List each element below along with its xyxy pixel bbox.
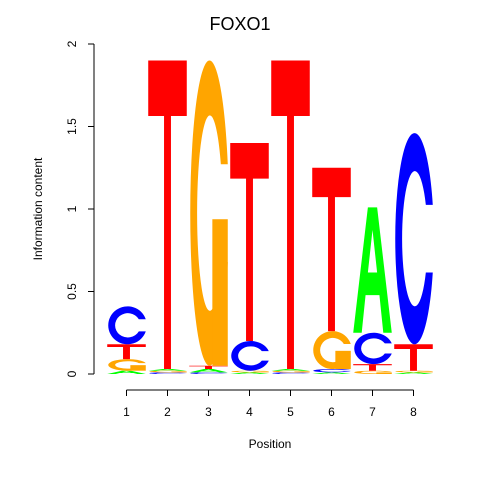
letter-A-pos-2 <box>148 369 187 371</box>
letter-C-pos-5 <box>272 372 310 374</box>
x-tick-label: 1 <box>123 405 130 419</box>
letter-G-pos-2 <box>149 370 187 373</box>
letter-T-pos-1 <box>107 344 146 360</box>
letter-G-pos-6 <box>313 331 351 370</box>
letter-T-pos-8 <box>394 344 433 371</box>
chart-title: FOXO1 <box>209 14 270 34</box>
x-tick-label: 7 <box>369 405 376 419</box>
y-tick-label: 1.5 <box>65 118 79 135</box>
letter-T-pos-5 <box>271 60 310 370</box>
x-tick-label: 3 <box>205 405 212 419</box>
y-tick-label: 0 <box>65 370 79 377</box>
letter-A-pos-5 <box>271 369 310 371</box>
x-tick-label: 4 <box>246 405 253 419</box>
letter-T-pos-4 <box>230 143 269 341</box>
y-axis-label: Information content <box>31 157 45 260</box>
y-tick-label: 0.5 <box>65 283 79 300</box>
letter-C-pos-3 <box>190 372 228 374</box>
letter-A-pos-1 <box>107 370 146 374</box>
x-tick-label: 2 <box>164 405 171 419</box>
x-axis-label: Position <box>249 437 292 451</box>
letter-G-pos-7 <box>354 370 392 374</box>
letter-A-pos-6 <box>312 372 351 374</box>
x-tick-label: 8 <box>410 405 417 419</box>
letter-C-pos-7 <box>354 332 392 365</box>
x-tick-label: 5 <box>287 405 294 419</box>
letter-A-pos-8 <box>394 372 433 374</box>
letter-G-pos-5 <box>272 370 310 373</box>
letter-A-pos-7 <box>353 207 392 333</box>
letter-T-pos-3 <box>189 365 228 370</box>
letter-G-pos-4 <box>231 370 269 373</box>
letter-C-pos-1 <box>108 306 146 345</box>
letter-G-pos-3 <box>190 60 228 366</box>
letter-A-pos-4 <box>230 372 269 374</box>
letter-G-pos-1 <box>108 359 146 371</box>
letter-T-pos-6 <box>312 167 351 332</box>
x-axis: 1 2 3 4 5 6 7 8 <box>123 389 417 419</box>
y-axis: 0 0.5 1 1.5 2 <box>65 40 95 377</box>
x-tick-label: 6 <box>328 405 335 419</box>
letter-C-pos-4 <box>231 341 269 371</box>
letter-C-pos-2 <box>149 372 187 374</box>
letter-A-pos-3 <box>189 369 228 373</box>
logo-letters <box>107 60 433 374</box>
letter-T-pos-7 <box>353 364 392 371</box>
letter-T-pos-2 <box>148 60 187 370</box>
y-tick-label: 1 <box>65 205 79 212</box>
letter-C-pos-8 <box>395 133 433 345</box>
letter-G-pos-8 <box>395 370 433 373</box>
y-tick-label: 2 <box>65 40 79 47</box>
letter-C-pos-6 <box>313 369 351 373</box>
